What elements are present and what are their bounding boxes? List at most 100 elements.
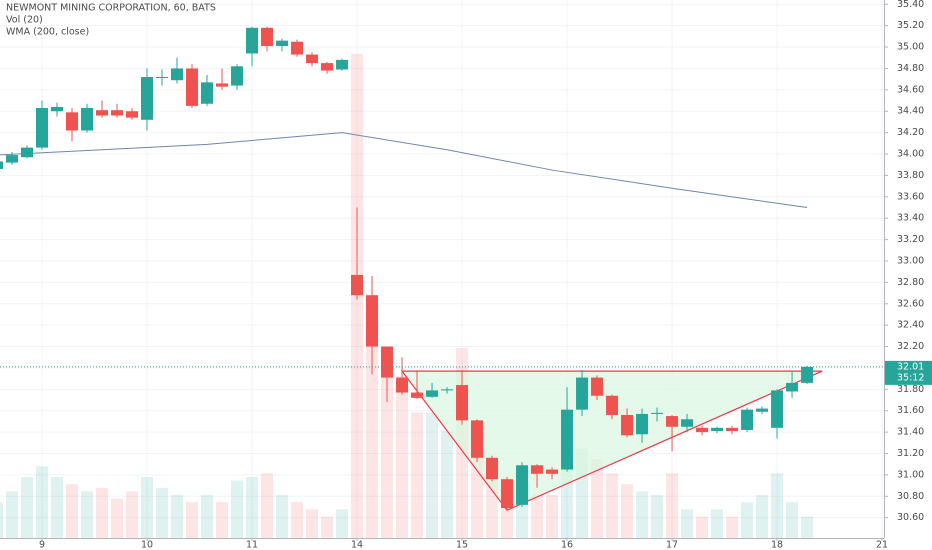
candle-body <box>231 66 244 86</box>
volume-bar <box>96 487 109 538</box>
candle-body <box>576 377 589 410</box>
volume-bar <box>6 491 19 538</box>
y-tick-label: 35.20 <box>897 20 924 31</box>
x-tick-label: 21 <box>876 540 888 550</box>
candle-body <box>366 295 379 347</box>
volume-bar <box>651 494 664 538</box>
y-tick-label: 30.60 <box>897 512 924 523</box>
volume-bar <box>741 502 754 538</box>
volume-bar <box>321 516 334 538</box>
last-price-box <box>885 360 932 385</box>
volume-bar <box>681 509 694 538</box>
candle-body <box>336 59 349 70</box>
y-tick-label: 34.00 <box>897 149 924 160</box>
candle-body <box>771 390 784 428</box>
volume-bar <box>306 509 319 538</box>
y-tick-label: 33.80 <box>897 170 924 181</box>
y-tick-label: 34.80 <box>897 63 924 74</box>
volume-bar <box>801 516 814 538</box>
candle-body <box>591 377 604 396</box>
y-tick-label: 31.00 <box>897 469 924 480</box>
candle-body <box>396 377 409 393</box>
volume-bar <box>171 494 184 538</box>
candle-body <box>0 161 4 169</box>
volume-bar <box>186 502 199 538</box>
candle-body <box>786 382 799 392</box>
candle-body <box>291 41 304 55</box>
y-tick-label: 33.40 <box>897 213 924 224</box>
y-tick-label: 35.40 <box>897 0 924 10</box>
volume-bar <box>66 484 79 538</box>
candle-body <box>6 155 19 163</box>
candle-body <box>246 27 259 54</box>
candle-body <box>306 54 319 64</box>
candle-body <box>126 111 139 118</box>
volume-bar <box>201 494 214 538</box>
y-tick-label: 34.20 <box>897 127 924 138</box>
volume-bar <box>366 329 379 538</box>
volume-bar <box>696 516 709 538</box>
y-tick-label: 31.20 <box>897 448 924 459</box>
volume-bar <box>426 412 439 538</box>
y-tick-label: 33.00 <box>897 255 924 266</box>
candle-body <box>21 147 34 158</box>
y-tick-label: 31.60 <box>897 405 924 416</box>
y-tick-label: 35.00 <box>897 42 924 53</box>
candle-body <box>621 414 634 436</box>
candle-body <box>261 27 274 46</box>
candle-body <box>801 366 814 383</box>
y-tick-label: 33.60 <box>897 191 924 202</box>
volume-bar <box>126 491 139 538</box>
volume-bar <box>606 473 619 538</box>
candle-body <box>756 408 769 412</box>
indicator-label: WMA (200, close) <box>6 27 89 38</box>
volume-bar <box>546 494 559 538</box>
y-tick-label: 30.80 <box>897 491 924 502</box>
x-tick-label: 10 <box>141 540 153 550</box>
candle-body <box>501 479 514 509</box>
candle-body <box>381 346 394 378</box>
candle-body <box>36 108 49 148</box>
y-tick-label: 34.40 <box>897 106 924 117</box>
candle-body <box>66 112 79 131</box>
volume-bar <box>231 480 244 538</box>
countdown-label: 35:12 <box>897 372 924 383</box>
volume-bar <box>531 494 544 538</box>
candle-body <box>186 68 199 106</box>
candle-body <box>561 409 574 470</box>
y-tick-label: 34.60 <box>897 84 924 95</box>
volume-bar <box>636 491 649 538</box>
volume-bar <box>261 473 274 538</box>
volume-bar <box>156 487 169 538</box>
volume-bar <box>276 494 289 538</box>
y-tick-label: 32.40 <box>897 320 924 331</box>
x-tick-label: 9 <box>39 540 45 550</box>
candle-body <box>651 412 664 414</box>
candle-body <box>636 413 649 435</box>
candle-body <box>711 427 724 432</box>
chart-title: NEWMONT MINING CORPORATION, 60, BATS <box>6 3 216 14</box>
volume-bar <box>441 430 454 538</box>
candle-body <box>681 419 694 427</box>
candle-body <box>351 274 364 296</box>
triangle-pattern <box>400 370 823 511</box>
volume-bar <box>666 473 679 538</box>
x-tick-label: 17 <box>666 540 678 550</box>
candle-body <box>471 420 484 458</box>
y-tick-label: 31.80 <box>897 384 924 395</box>
volume-bar <box>21 477 34 538</box>
y-tick-label: 32.20 <box>897 341 924 352</box>
candle-body <box>216 83 229 87</box>
indicator-label: Vol (20) <box>6 15 43 26</box>
volume-bar <box>786 502 799 538</box>
candle-body <box>111 110 124 116</box>
candle-body <box>81 108 94 131</box>
volume-bar <box>51 477 64 538</box>
volume-bar <box>771 473 784 538</box>
x-tick-label: 15 <box>456 540 468 550</box>
volume-bar <box>36 466 49 538</box>
candle-body <box>531 465 544 474</box>
candle-body <box>606 395 619 415</box>
candle-body <box>96 110 109 116</box>
